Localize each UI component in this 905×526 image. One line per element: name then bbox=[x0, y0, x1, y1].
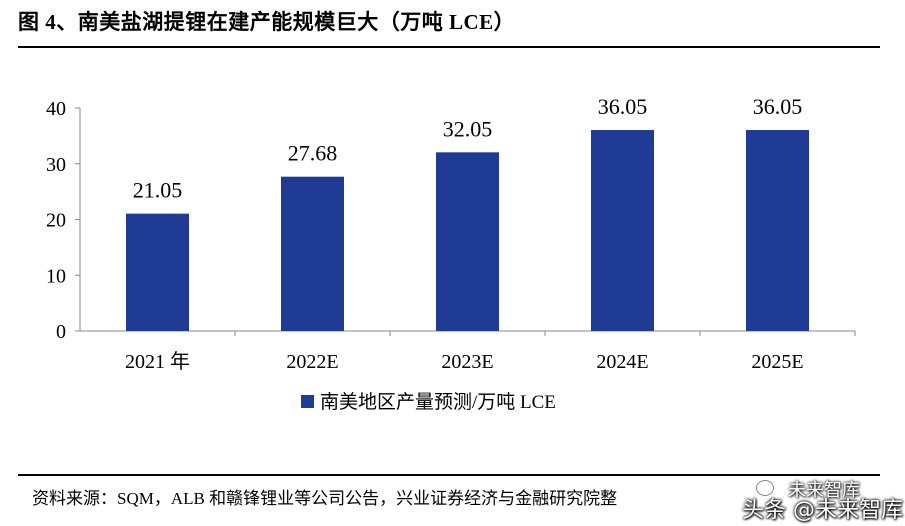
watermark: 未来智库 头条 @未来智库 bbox=[738, 476, 903, 523]
data-labels: 21.05 27.68 32.05 36.05 36.05 bbox=[133, 94, 803, 203]
y-tick-label: 10 bbox=[46, 265, 66, 287]
bar bbox=[591, 130, 654, 331]
watermark-line: 头条 @未来智库 bbox=[742, 498, 903, 523]
bar bbox=[746, 130, 809, 331]
x-tick-label: 2024E bbox=[596, 351, 648, 373]
bar-chart: 0 10 20 30 40 21.05 27.68 32.05 36.05 36.05 2021… bbox=[46, 94, 856, 413]
top-divider bbox=[18, 46, 880, 48]
watermark-name: 未来智库 bbox=[788, 480, 860, 501]
data-label: 36.05 bbox=[598, 94, 648, 119]
data-label: 36.05 bbox=[753, 94, 803, 119]
bar bbox=[281, 176, 344, 331]
data-label: 21.05 bbox=[133, 178, 183, 203]
x-tick-label: 2023E bbox=[441, 351, 493, 373]
source-note: 资料来源：SQM，ALB 和赣锋锂业等公司公告，兴业证券经济与金融研究院整 bbox=[32, 489, 618, 508]
y-axis-ticks: 0 10 20 30 40 bbox=[46, 98, 80, 343]
wechat-icon bbox=[756, 480, 774, 496]
bottom-divider bbox=[18, 474, 880, 476]
y-tick-label: 40 bbox=[46, 98, 66, 120]
y-tick-label: 20 bbox=[46, 210, 66, 232]
y-tick-label: 0 bbox=[56, 321, 66, 343]
legend: 南美地区产量预测/万吨 LCE bbox=[301, 391, 556, 413]
bar bbox=[436, 152, 499, 331]
x-tick-label: 2022E bbox=[286, 351, 338, 373]
data-label: 32.05 bbox=[443, 116, 493, 141]
y-tick-label: 30 bbox=[46, 154, 66, 176]
bar bbox=[126, 213, 189, 331]
x-tick-label: 2025E bbox=[751, 351, 803, 373]
bar-series bbox=[126, 130, 809, 331]
legend-swatch bbox=[301, 395, 314, 408]
x-axis-labels: 2021 年 2022E 2023E 2024E 2025E bbox=[125, 331, 856, 373]
data-label: 27.68 bbox=[288, 141, 338, 166]
legend-label: 南美地区产量预测/万吨 LCE bbox=[320, 391, 556, 413]
x-tick-label: 2021 年 bbox=[125, 350, 190, 373]
chart-title: 图 4、南美盐湖提锂在建产能规模巨大（万吨 LCE） bbox=[18, 10, 516, 34]
